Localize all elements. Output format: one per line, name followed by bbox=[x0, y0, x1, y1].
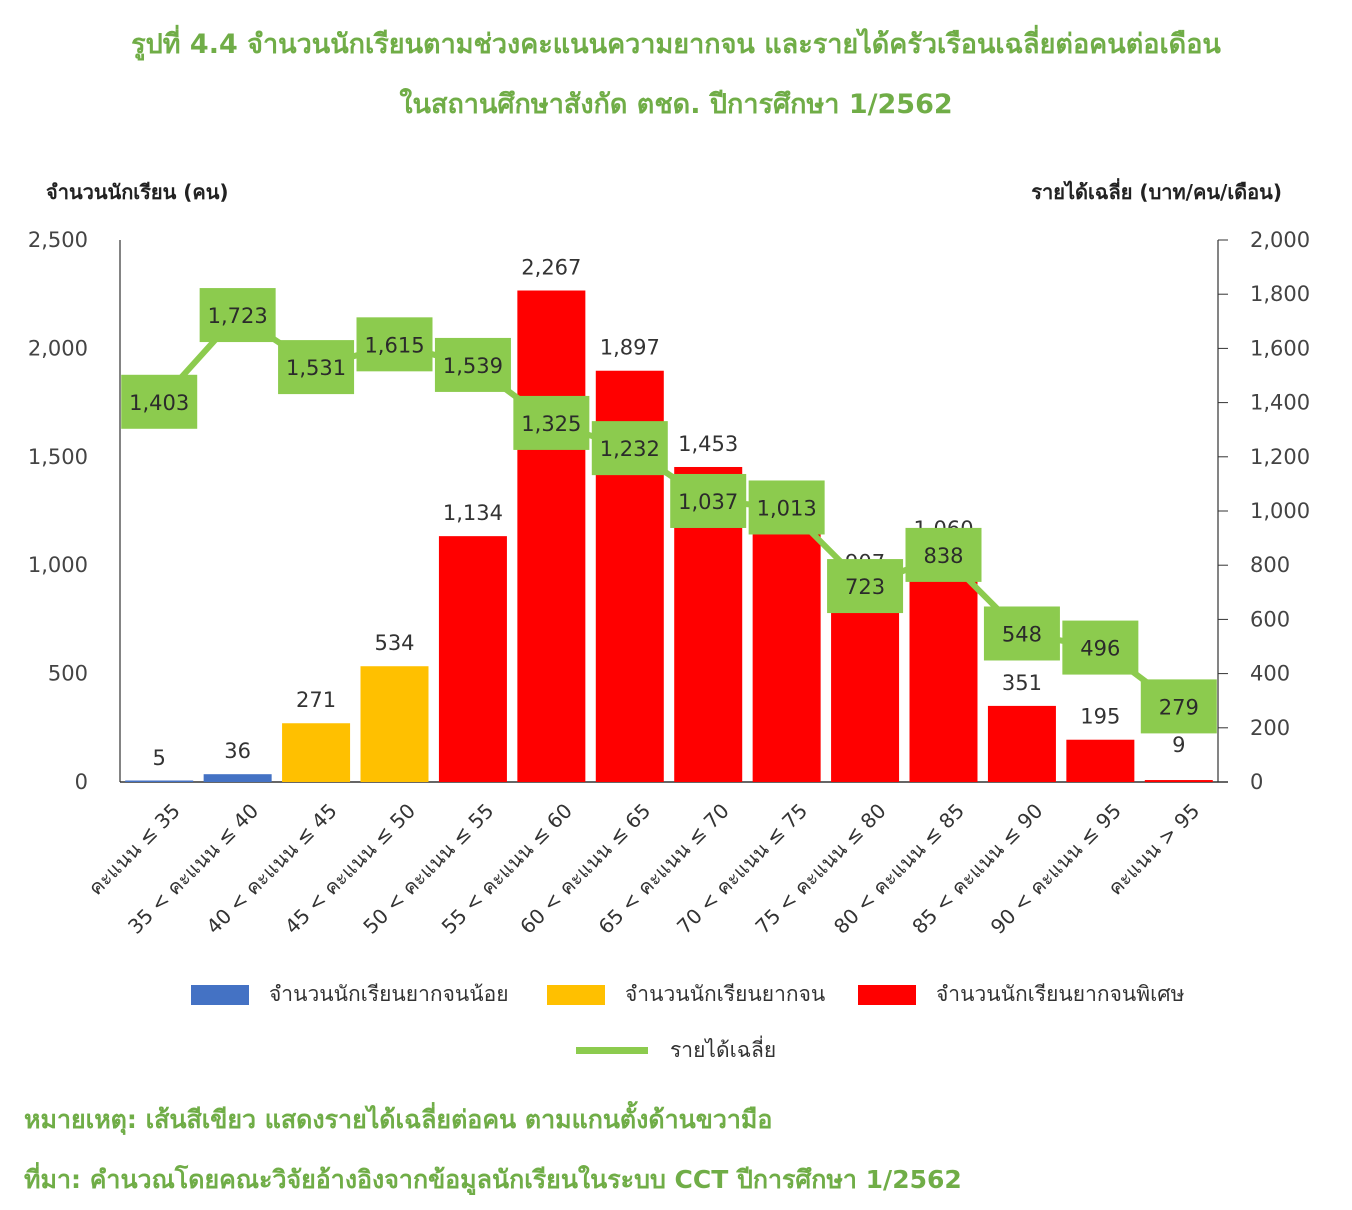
x-category-label: 70 < คะแนน ≤ 75 bbox=[672, 799, 812, 939]
income-data-label: 1,723 bbox=[208, 304, 268, 328]
x-category-label: 75 < คะแนน ≤ 80 bbox=[750, 799, 890, 939]
bar-value-label: 271 bbox=[296, 688, 336, 712]
x-category-label: 60 < คะแนน ≤ 65 bbox=[515, 799, 655, 939]
y-right-tick-label: 200 bbox=[1250, 716, 1290, 740]
y-left-axis-title: จำนวนนักเรียน (คน) bbox=[46, 180, 229, 204]
bar bbox=[1066, 739, 1135, 782]
income-data-label: 1,539 bbox=[443, 354, 503, 378]
income-data-label: 496 bbox=[1080, 637, 1120, 661]
legend-swatch-poor bbox=[547, 984, 605, 1005]
x-category-label: 35 < คะแนน ≤ 40 bbox=[123, 799, 263, 939]
income-data-label: 1,403 bbox=[129, 391, 189, 415]
y-left-tick-label: 2,000 bbox=[28, 336, 88, 360]
y-right-tick-label: 2,000 bbox=[1250, 228, 1310, 252]
source-note: ที่มา: คำนวณโดยคณะวิจัยอ้างอิงจากข้อมูลน… bbox=[24, 1165, 962, 1194]
income-data-label: 1,232 bbox=[600, 437, 660, 461]
bar-value-label: 534 bbox=[374, 631, 414, 655]
legend-swatch-low bbox=[191, 984, 249, 1005]
bar bbox=[517, 290, 586, 782]
legend-label-poor: จำนวนนักเรียนยากจน bbox=[625, 982, 826, 1006]
income-data-label: 548 bbox=[1002, 622, 1042, 646]
income-data-label-box bbox=[278, 340, 355, 395]
bar-value-label: 1,897 bbox=[600, 336, 660, 360]
income-data-label-box bbox=[1140, 679, 1217, 734]
income-data-label-box bbox=[670, 473, 747, 528]
x-category-label: 80 < คะแนน ≤ 85 bbox=[829, 799, 969, 939]
bar bbox=[282, 723, 351, 782]
income-data-label-box bbox=[905, 527, 982, 582]
y-left-tick-label: 1,000 bbox=[28, 553, 88, 577]
bar bbox=[987, 705, 1056, 782]
x-category-label: 55 < คะแนน ≤ 60 bbox=[437, 799, 577, 939]
income-data-label-box bbox=[434, 337, 511, 392]
chart-title-line-2: ในสถานศึกษาสังกัด ตชด. ปีการศึกษา 1/2562 bbox=[399, 89, 953, 120]
combo-chart: 0 500 1,000 1,500 2,000 2,500 0 200 400 600 800 1,0… bbox=[28, 228, 1310, 939]
y-right-axis-title: รายได้เฉลี่ย (บาท/คน/เดือน) bbox=[1031, 180, 1282, 204]
chart-title-line-1: รูปที่ 4.4 จำนวนนักเรียนตามช่วงคะแนนความ… bbox=[131, 29, 1221, 60]
bar-value-label: 9 bbox=[1172, 733, 1185, 757]
bar-value-label: 195 bbox=[1080, 705, 1120, 729]
x-category-label: 45 < คะแนน ≤ 50 bbox=[280, 799, 420, 939]
income-data-label: 723 bbox=[845, 575, 885, 599]
footnote: หมายเหตุ: เส้นสีเขียว แสดงรายได้เฉลี่ยต่… bbox=[24, 1105, 773, 1134]
income-data-label: 279 bbox=[1159, 695, 1199, 719]
bar bbox=[360, 666, 429, 782]
y-right-tick-label: 1,400 bbox=[1250, 391, 1310, 415]
legend-swatch-extreme bbox=[858, 984, 916, 1005]
income-data-label-box bbox=[513, 395, 590, 450]
y-left-tick-label: 1,500 bbox=[28, 445, 88, 469]
bar-value-label: 1,453 bbox=[678, 432, 738, 456]
bar-value-label: 351 bbox=[1002, 671, 1042, 695]
y-right-tick-label: 1,200 bbox=[1250, 445, 1310, 469]
legend-item-poor: จำนวนนักเรียนยากจน bbox=[547, 978, 825, 1011]
x-category-label: 90 < คะแนน ≤ 95 bbox=[986, 799, 1126, 939]
bar bbox=[1144, 780, 1213, 782]
y-left-tick-label: 0 bbox=[75, 770, 88, 794]
income-data-label-box bbox=[199, 288, 276, 343]
legend-label-low: จำนวนนักเรียนยากจนน้อย bbox=[269, 982, 509, 1006]
income-data-label-box bbox=[827, 559, 904, 614]
x-category-label: 50 < คะแนน ≤ 55 bbox=[358, 799, 498, 939]
x-category-label: 85 < คะแนน ≤ 90 bbox=[907, 799, 1047, 939]
y-right-tick-label: 1,600 bbox=[1250, 336, 1310, 360]
bar-value-label: 1,134 bbox=[443, 501, 503, 525]
bar bbox=[125, 780, 194, 782]
income-data-label-box bbox=[1062, 620, 1139, 675]
y-left-tick-label: 500 bbox=[48, 662, 88, 686]
legend-item-income: รายได้เฉลี่ย bbox=[576, 1034, 776, 1067]
income-data-label-box bbox=[591, 421, 668, 476]
bar bbox=[831, 585, 900, 782]
bar-value-label: 5 bbox=[153, 746, 166, 770]
income-data-label-box bbox=[748, 480, 825, 535]
income-data-label-box bbox=[356, 317, 433, 372]
income-data-label: 1,037 bbox=[678, 490, 738, 514]
bar-value-label: 2,267 bbox=[521, 256, 581, 280]
income-data-label-box bbox=[121, 374, 198, 429]
income-data-label: 838 bbox=[923, 544, 963, 568]
y-right-tick-label: 400 bbox=[1250, 662, 1290, 686]
bar-value-label: 36 bbox=[224, 739, 251, 763]
y-left-tick-label: 2,500 bbox=[28, 228, 88, 252]
legend-label-extreme: จำนวนนักเรียนยากจนพิเศษ bbox=[936, 982, 1185, 1006]
y-right-tick-label: 0 bbox=[1250, 770, 1263, 794]
y-right-tick-label: 800 bbox=[1250, 553, 1290, 577]
legend-item-extreme: จำนวนนักเรียนยากจนพิเศษ bbox=[858, 978, 1184, 1011]
y-right-tick-label: 1,000 bbox=[1250, 499, 1310, 523]
income-data-label: 1,325 bbox=[521, 412, 581, 436]
income-data-label: 1,013 bbox=[757, 496, 817, 520]
x-category-label: 40 < คะแนน ≤ 45 bbox=[201, 799, 341, 939]
legend-swatch-income bbox=[576, 1047, 648, 1054]
income-data-label-box bbox=[983, 606, 1060, 661]
y-right-tick-label: 600 bbox=[1250, 607, 1290, 631]
legend-label-income: รายได้เฉลี่ย bbox=[670, 1038, 777, 1062]
legend-item-low: จำนวนนักเรียนยากจนน้อย bbox=[191, 978, 509, 1011]
bar bbox=[203, 774, 272, 782]
bar bbox=[438, 536, 507, 782]
x-category-label: 65 < คะแนน ≤ 70 bbox=[594, 799, 734, 939]
income-data-label: 1,531 bbox=[286, 356, 346, 380]
y-right-tick-label: 1,800 bbox=[1250, 282, 1310, 306]
bar bbox=[752, 516, 821, 782]
income-data-label: 1,615 bbox=[364, 333, 424, 357]
bar bbox=[909, 552, 978, 782]
